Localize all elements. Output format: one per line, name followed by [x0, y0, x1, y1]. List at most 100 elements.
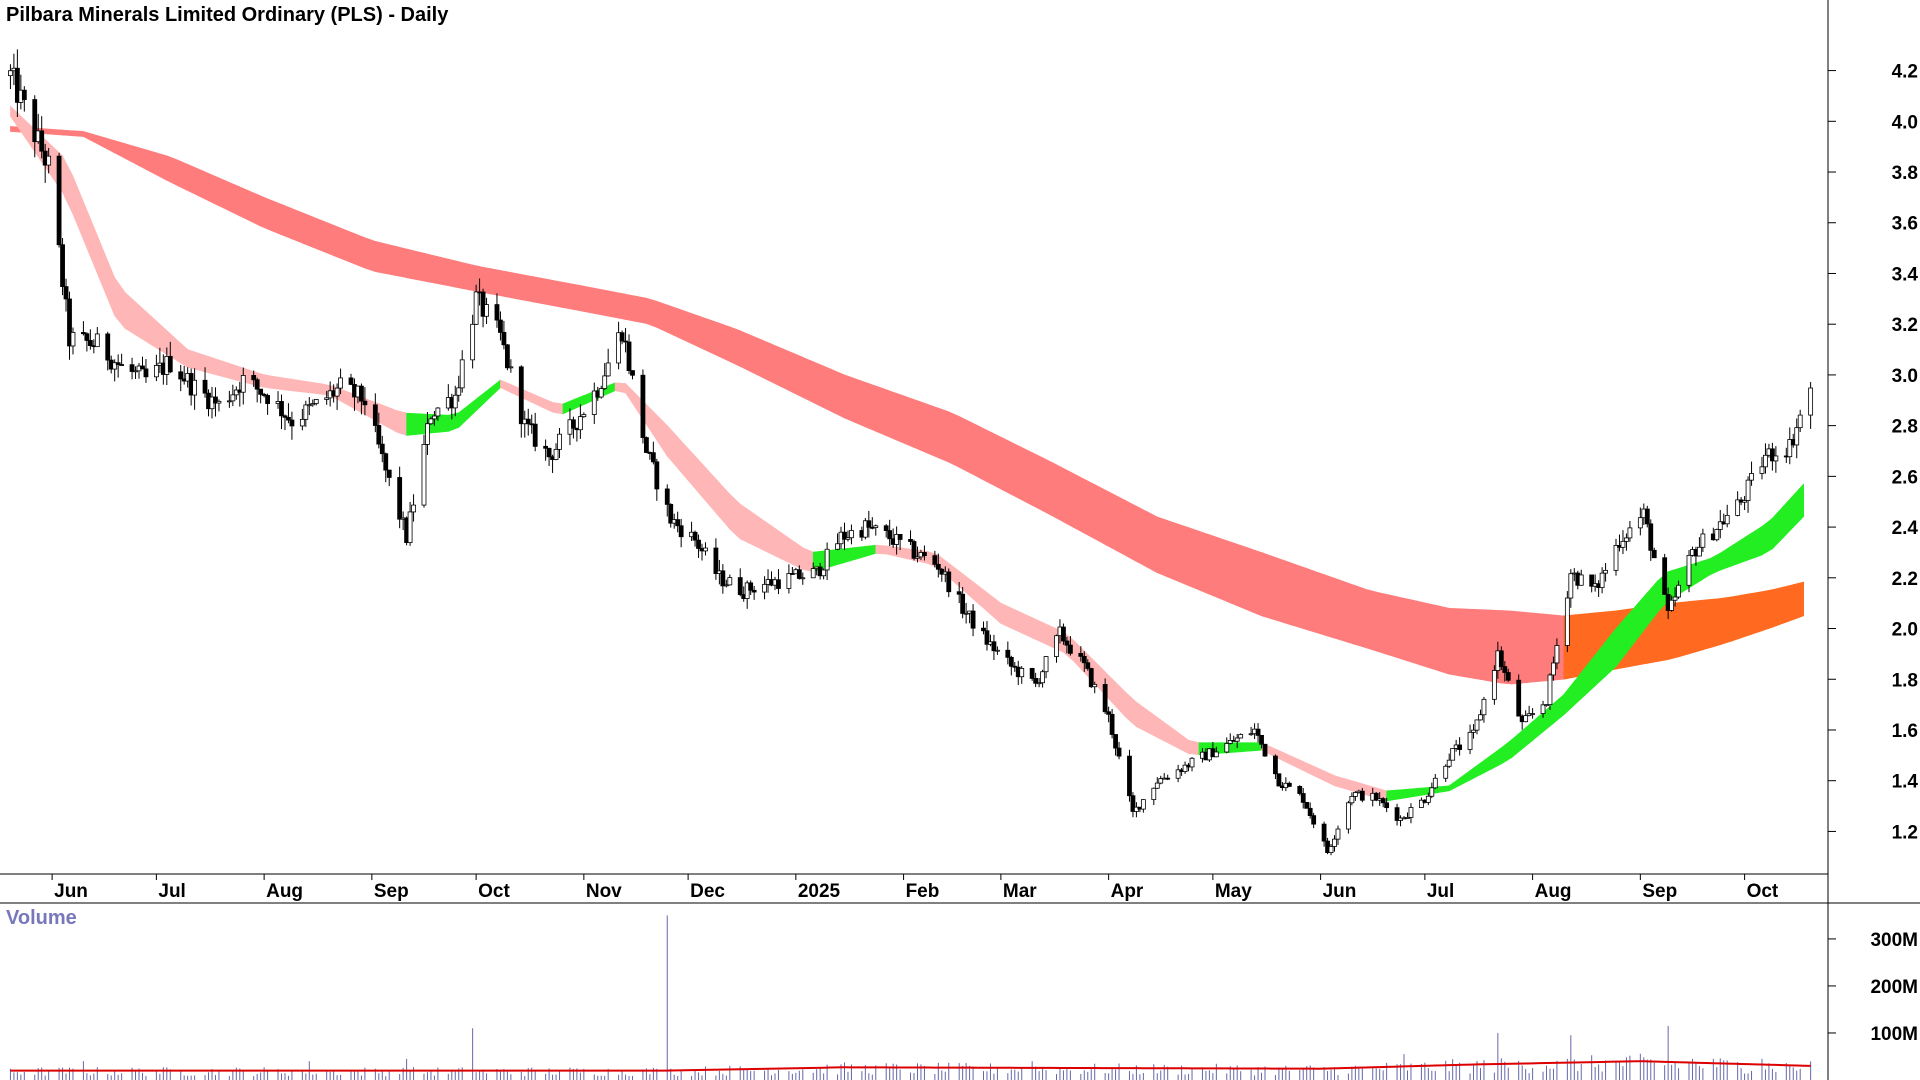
short-band-segment — [844, 547, 856, 563]
long-band-segment — [1115, 494, 1127, 557]
candle-body — [1081, 655, 1087, 664]
candle-body — [1154, 782, 1160, 789]
long-band-segment — [1355, 585, 1367, 649]
x-tick-label: Feb — [906, 881, 940, 902]
short-band-segment — [1407, 787, 1419, 798]
long-band-segment — [1302, 566, 1314, 633]
long-band-segment — [1428, 603, 1440, 672]
candle-body — [105, 333, 111, 361]
candle-body — [383, 453, 389, 471]
long-band-segment — [750, 334, 762, 378]
short-band-segment — [1282, 751, 1294, 766]
candle-body — [723, 584, 729, 587]
candle-body — [1551, 662, 1556, 676]
candle-body — [1346, 802, 1351, 830]
short-band-segment — [646, 403, 658, 442]
candle-body — [1498, 650, 1504, 667]
candle-body — [251, 375, 257, 381]
candle-body — [473, 291, 479, 325]
long-band-segment — [1042, 457, 1054, 517]
long-band-segment — [395, 246, 407, 279]
volume-label: Volume — [6, 907, 77, 929]
short-band-segment — [1396, 788, 1408, 800]
candle-body — [81, 332, 86, 335]
volume-tick-label: 200M — [1870, 977, 1918, 998]
candle-body — [1335, 828, 1341, 840]
candle-body — [1624, 537, 1629, 542]
volume-average-line — [10, 1060, 1811, 1072]
candle-body — [1481, 698, 1487, 716]
candle-body — [824, 548, 830, 571]
short-band-segment — [302, 380, 314, 394]
candle-body — [1637, 517, 1643, 529]
short-band-segment — [771, 525, 783, 560]
short-band-segment — [802, 547, 814, 573]
candle-body — [348, 377, 354, 385]
short-band-segment — [395, 409, 407, 436]
candle-body — [1491, 670, 1497, 700]
candle-body — [480, 291, 486, 317]
candle-body — [1012, 665, 1018, 668]
candle-body — [1749, 473, 1754, 481]
short-band-segment — [1031, 617, 1043, 644]
candle-body — [908, 539, 913, 542]
volume-tick-label: 100M — [1870, 1024, 1918, 1045]
candle-body — [598, 388, 604, 398]
short-band-segment — [489, 379, 501, 399]
candle-body — [1238, 734, 1244, 739]
x-tick-label: Jun — [1323, 881, 1357, 902]
candle-body — [261, 393, 267, 396]
candle-body — [897, 533, 903, 540]
short-band-segment — [1772, 506, 1784, 550]
long-band-segment — [531, 275, 543, 305]
long-band-segment — [948, 411, 960, 468]
candle-body — [991, 641, 997, 652]
long-band-segment — [1000, 436, 1012, 495]
candle-body — [286, 416, 291, 421]
candle-body — [494, 304, 500, 321]
candle-body — [421, 443, 427, 506]
long-band-segment — [1657, 603, 1669, 662]
long-band-segment — [437, 256, 449, 287]
candle-body — [1648, 523, 1654, 551]
long-band-segment — [166, 155, 178, 187]
candle-body — [1008, 656, 1014, 667]
long-band-segment — [1782, 584, 1794, 624]
long-band-segment — [302, 212, 314, 248]
short-band-segment — [1156, 716, 1168, 744]
candle-body — [1078, 652, 1084, 657]
long-band-segment — [875, 385, 887, 437]
candle-body — [1019, 668, 1025, 678]
volume-axis-ticks: 300M 200M 100M — [1828, 930, 1918, 1045]
candle-body — [935, 563, 941, 570]
candle-body — [654, 461, 660, 490]
short-band-segment — [385, 405, 397, 433]
candle-body — [265, 395, 270, 405]
candle-body — [1234, 737, 1240, 742]
candle-body — [1140, 799, 1146, 810]
long-band-segment — [1282, 559, 1294, 626]
candle-body — [1130, 795, 1136, 812]
candle-body — [845, 537, 851, 540]
candle-body — [508, 366, 514, 369]
candle-body — [1359, 790, 1365, 801]
candle-body — [1735, 499, 1741, 516]
candle-body — [591, 390, 597, 415]
candle-body — [1530, 713, 1536, 715]
candle-body — [1697, 546, 1702, 557]
candle-body — [911, 541, 917, 559]
candle-body — [435, 407, 441, 417]
short-band-segment — [20, 115, 32, 148]
short-band-segment — [677, 436, 689, 482]
short-band-segment — [1000, 602, 1012, 629]
long-band-segment — [1146, 511, 1158, 574]
candle-body — [1443, 765, 1449, 779]
short-band-segment — [656, 414, 668, 458]
candle-body — [1029, 668, 1035, 679]
long-band-segment — [1334, 577, 1346, 642]
short-band-segment — [448, 412, 460, 432]
long-band-segment — [375, 240, 387, 275]
short-band-segment — [1344, 778, 1356, 793]
candle-body — [63, 286, 69, 300]
